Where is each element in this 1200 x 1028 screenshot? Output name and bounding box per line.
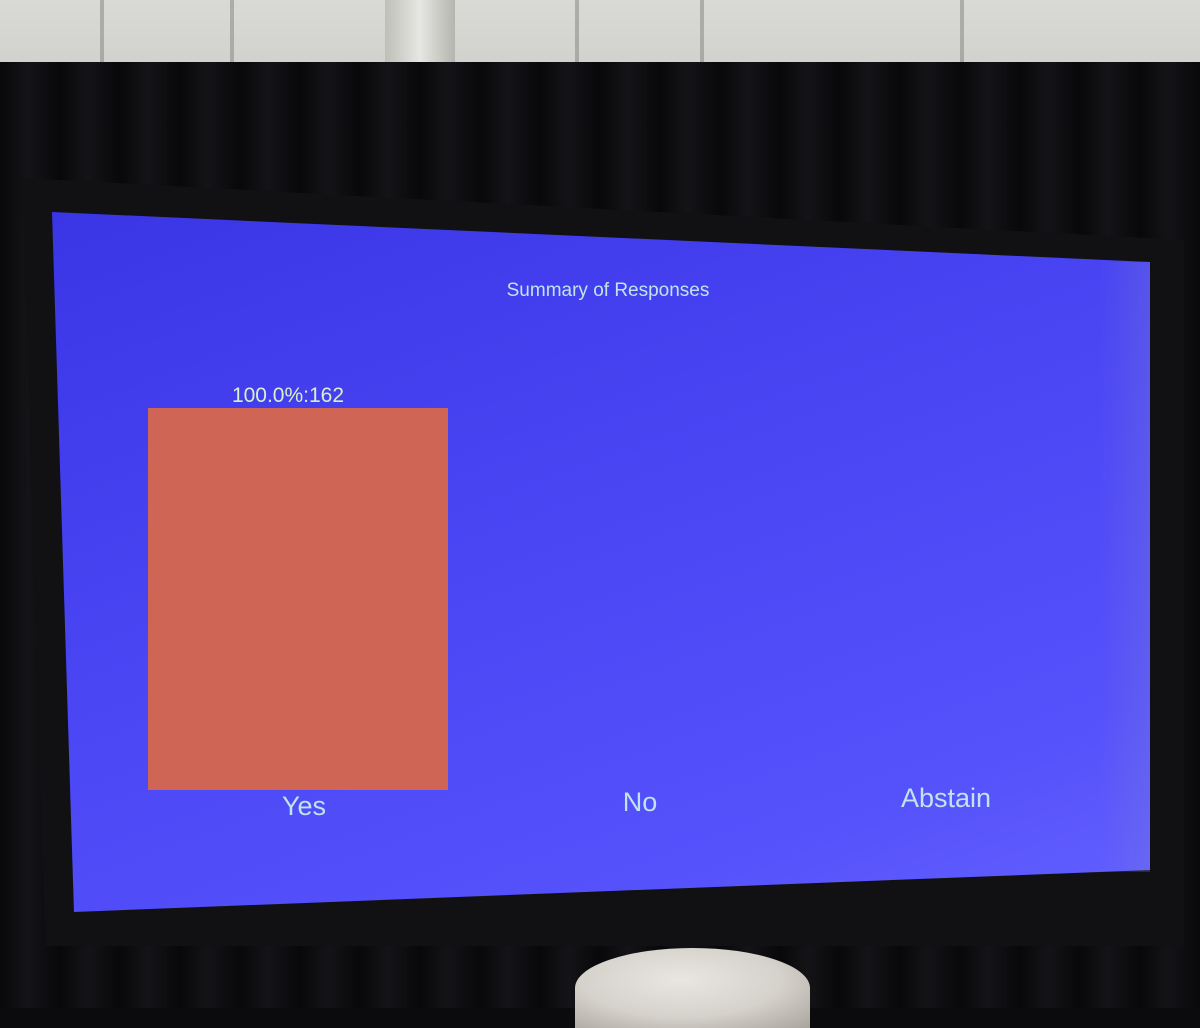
category-label-yes: Yes xyxy=(282,791,326,821)
wall-panel-seam xyxy=(100,0,104,100)
category-labels-group: Yes No Abstain xyxy=(282,783,991,821)
bar-yes xyxy=(148,408,448,790)
wall-panel-seam xyxy=(575,0,579,100)
wall-panel-seam xyxy=(230,0,234,100)
chart-title: Summary of Responses xyxy=(507,280,710,301)
data-labels-group: 100.0%:162 xyxy=(232,384,344,407)
bars-group xyxy=(148,408,448,790)
wall-panel-seam xyxy=(700,0,704,100)
category-label-no: No xyxy=(623,787,658,817)
data-label-yes: 100.0%:162 xyxy=(232,384,344,407)
audience-head xyxy=(575,948,810,1028)
screen-edge-glow xyxy=(1100,262,1150,872)
category-label-abstain: Abstain xyxy=(901,783,991,813)
wall-panel-seam xyxy=(960,0,964,100)
